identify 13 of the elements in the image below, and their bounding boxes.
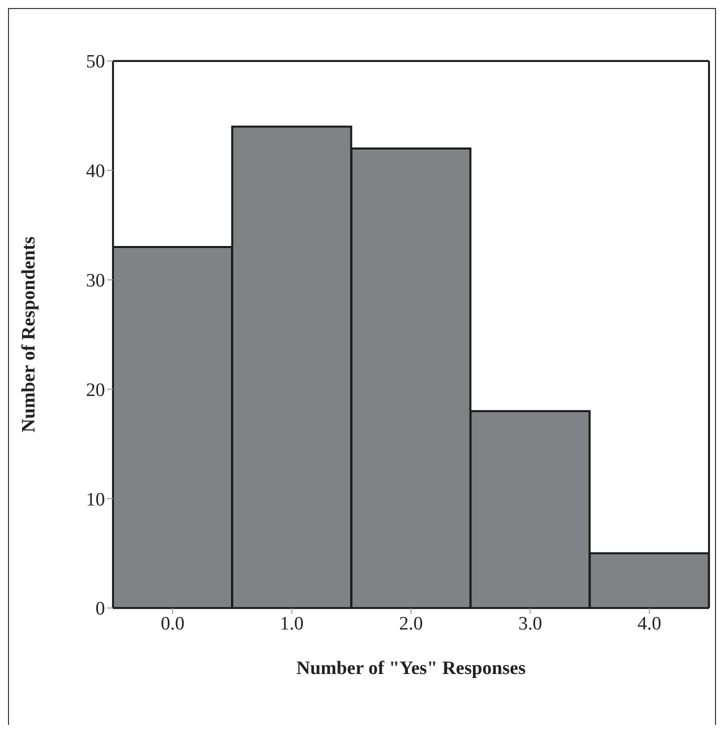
- x-tick-label: 0.0: [160, 613, 184, 634]
- x-tick-label: 2.0: [399, 613, 423, 634]
- y-tick-label: 40: [86, 161, 105, 182]
- x-tick-label: 3.0: [518, 613, 542, 634]
- y-tick-label: 10: [86, 489, 105, 510]
- x-tick-label: 1.0: [280, 613, 304, 634]
- y-tick-label: 30: [86, 270, 105, 292]
- y-axis-title: Number of Respondents: [18, 236, 40, 433]
- y-tick-label: 0: [96, 598, 105, 620]
- x-tick-label: 4.0: [638, 613, 662, 634]
- y-tick-label: 20: [86, 380, 105, 401]
- x-axis-title: Number of "Yes" Responses: [296, 658, 526, 679]
- y-tick-label: 50: [86, 52, 105, 73]
